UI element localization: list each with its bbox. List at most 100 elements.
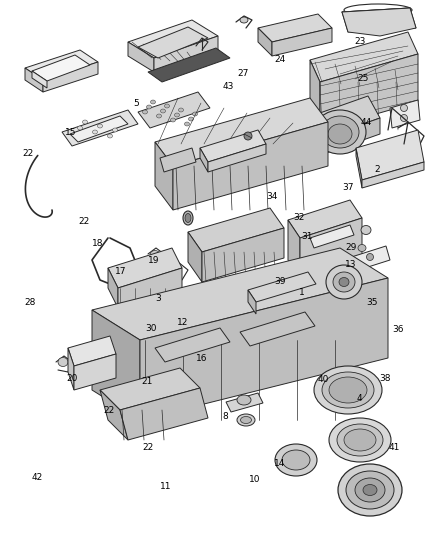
Text: 29: 29 bbox=[346, 244, 357, 252]
Ellipse shape bbox=[192, 112, 198, 116]
Ellipse shape bbox=[322, 372, 374, 408]
Polygon shape bbox=[68, 336, 116, 366]
Ellipse shape bbox=[150, 268, 158, 276]
Polygon shape bbox=[74, 354, 116, 390]
Text: 34: 34 bbox=[266, 192, 277, 200]
Text: 12: 12 bbox=[177, 318, 189, 327]
Polygon shape bbox=[148, 48, 230, 82]
Polygon shape bbox=[226, 393, 263, 412]
Text: 39: 39 bbox=[275, 277, 286, 286]
Ellipse shape bbox=[58, 358, 68, 367]
Text: 27: 27 bbox=[237, 69, 249, 78]
Polygon shape bbox=[300, 96, 380, 142]
Text: 5: 5 bbox=[133, 100, 139, 108]
Ellipse shape bbox=[400, 115, 407, 122]
Ellipse shape bbox=[188, 117, 194, 121]
Polygon shape bbox=[310, 60, 320, 130]
Polygon shape bbox=[300, 120, 312, 158]
Text: 24: 24 bbox=[275, 55, 286, 64]
Ellipse shape bbox=[355, 478, 385, 502]
Polygon shape bbox=[25, 68, 43, 92]
Polygon shape bbox=[258, 28, 272, 56]
Text: 35: 35 bbox=[367, 298, 378, 307]
Text: 37: 37 bbox=[343, 183, 354, 192]
Text: 10: 10 bbox=[249, 475, 261, 484]
Polygon shape bbox=[155, 98, 328, 166]
Polygon shape bbox=[258, 14, 332, 42]
Polygon shape bbox=[154, 36, 218, 72]
Polygon shape bbox=[288, 200, 362, 238]
Polygon shape bbox=[310, 225, 354, 248]
Ellipse shape bbox=[107, 134, 113, 138]
Ellipse shape bbox=[174, 113, 180, 117]
Ellipse shape bbox=[92, 130, 98, 134]
Polygon shape bbox=[138, 92, 210, 128]
Text: 28: 28 bbox=[24, 298, 35, 307]
Polygon shape bbox=[202, 228, 284, 282]
Text: 19: 19 bbox=[148, 256, 159, 264]
Ellipse shape bbox=[329, 418, 391, 462]
Ellipse shape bbox=[146, 105, 152, 109]
Text: 8: 8 bbox=[223, 413, 229, 421]
Ellipse shape bbox=[78, 126, 82, 130]
Text: 38: 38 bbox=[379, 374, 390, 383]
Polygon shape bbox=[128, 20, 218, 58]
Polygon shape bbox=[390, 100, 420, 128]
Ellipse shape bbox=[314, 366, 382, 414]
Ellipse shape bbox=[352, 259, 358, 265]
Ellipse shape bbox=[183, 211, 193, 225]
Polygon shape bbox=[100, 368, 200, 410]
Text: 18: 18 bbox=[92, 239, 103, 248]
Ellipse shape bbox=[333, 272, 355, 292]
Text: 43: 43 bbox=[222, 82, 233, 91]
Ellipse shape bbox=[142, 110, 148, 114]
Text: 17: 17 bbox=[115, 268, 126, 276]
Ellipse shape bbox=[151, 100, 155, 104]
Ellipse shape bbox=[240, 416, 251, 424]
Polygon shape bbox=[272, 28, 332, 56]
Polygon shape bbox=[92, 310, 140, 420]
Ellipse shape bbox=[240, 17, 248, 23]
Polygon shape bbox=[43, 62, 98, 92]
Ellipse shape bbox=[328, 124, 352, 144]
Text: 40: 40 bbox=[318, 375, 329, 384]
Text: 20: 20 bbox=[67, 374, 78, 383]
Ellipse shape bbox=[329, 377, 367, 403]
Ellipse shape bbox=[82, 120, 88, 124]
Polygon shape bbox=[248, 290, 256, 314]
Polygon shape bbox=[310, 32, 418, 82]
Ellipse shape bbox=[346, 471, 394, 509]
Polygon shape bbox=[68, 348, 74, 390]
Ellipse shape bbox=[326, 265, 362, 299]
Ellipse shape bbox=[339, 278, 349, 287]
Polygon shape bbox=[100, 390, 128, 440]
Polygon shape bbox=[160, 148, 196, 172]
Text: 36: 36 bbox=[392, 325, 403, 334]
Ellipse shape bbox=[361, 225, 371, 235]
Polygon shape bbox=[108, 248, 182, 288]
Ellipse shape bbox=[275, 444, 317, 476]
Text: 25: 25 bbox=[358, 75, 369, 83]
Text: 22: 22 bbox=[78, 217, 90, 225]
Ellipse shape bbox=[113, 128, 117, 132]
Polygon shape bbox=[92, 248, 388, 340]
Polygon shape bbox=[188, 208, 284, 252]
Polygon shape bbox=[120, 388, 208, 440]
Ellipse shape bbox=[337, 424, 383, 456]
Ellipse shape bbox=[184, 122, 190, 126]
Polygon shape bbox=[173, 122, 328, 210]
Ellipse shape bbox=[185, 214, 191, 222]
Ellipse shape bbox=[237, 414, 255, 426]
Ellipse shape bbox=[165, 104, 170, 108]
Polygon shape bbox=[140, 278, 388, 420]
Text: 32: 32 bbox=[293, 213, 304, 222]
Text: 3: 3 bbox=[155, 294, 161, 303]
Polygon shape bbox=[32, 55, 90, 81]
Polygon shape bbox=[32, 71, 47, 88]
Polygon shape bbox=[288, 220, 300, 278]
Ellipse shape bbox=[358, 245, 366, 252]
Ellipse shape bbox=[150, 251, 160, 260]
Ellipse shape bbox=[156, 114, 162, 118]
Text: 23: 23 bbox=[354, 37, 366, 46]
Ellipse shape bbox=[237, 395, 251, 405]
